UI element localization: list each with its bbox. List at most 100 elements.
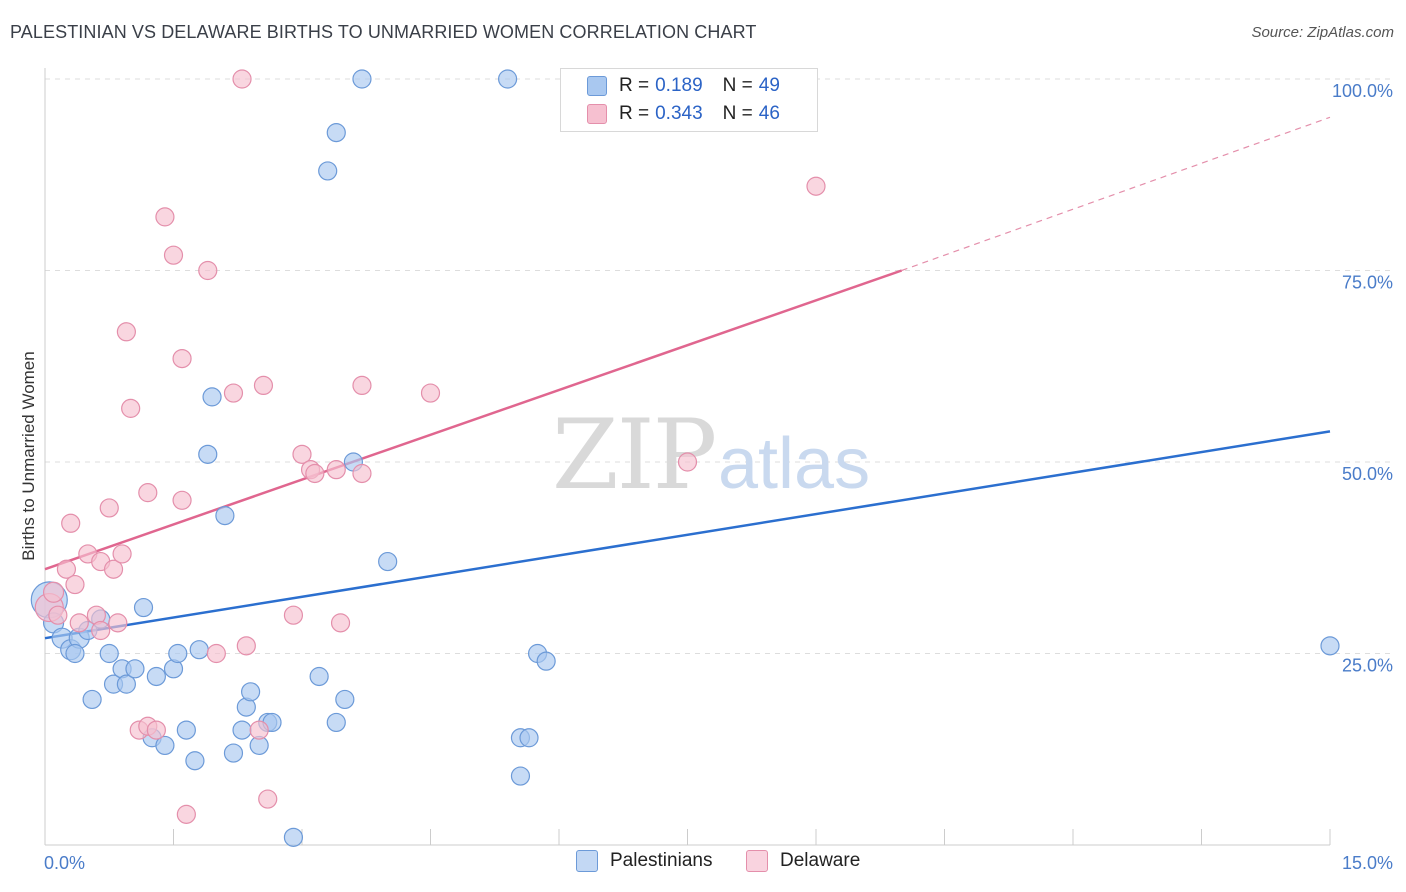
point-palestinians bbox=[189, 640, 209, 660]
point-delaware bbox=[42, 581, 65, 603]
point-palestinians bbox=[335, 689, 355, 710]
point-palestinians bbox=[146, 666, 166, 687]
point-palestinians bbox=[352, 69, 372, 89]
point-palestinians bbox=[283, 827, 304, 847]
point-delaware bbox=[253, 375, 274, 395]
point-delaware bbox=[236, 636, 256, 656]
watermark-atlas: atlas bbox=[718, 424, 870, 504]
point-palestinians bbox=[168, 643, 188, 664]
stats-legend: R = 0.189 N = 49 R = 0.343 N = 46 bbox=[560, 68, 818, 132]
point-delaware bbox=[806, 176, 826, 196]
point-delaware bbox=[305, 463, 325, 484]
series-legend-delaware[interactable]: Delaware bbox=[746, 850, 860, 872]
point-delaware bbox=[69, 613, 89, 633]
legend-n-label: N = bbox=[722, 103, 753, 124]
point-palestinians bbox=[185, 751, 205, 771]
point-palestinians bbox=[125, 659, 145, 679]
legend-r-label: R = bbox=[619, 75, 650, 96]
point-palestinians bbox=[198, 444, 218, 464]
point-palestinians bbox=[82, 689, 102, 710]
point-delaware bbox=[677, 452, 698, 472]
point-delaware bbox=[249, 720, 269, 740]
point-palestinians bbox=[223, 743, 244, 763]
series-swatch-blue bbox=[576, 850, 598, 872]
x-tick-label-max: 15.0% bbox=[1342, 853, 1393, 873]
point-delaware bbox=[112, 544, 132, 564]
point-palestinians bbox=[378, 551, 398, 572]
point-delaware bbox=[138, 483, 158, 503]
axes bbox=[44, 68, 1331, 846]
point-palestinians bbox=[326, 712, 346, 733]
point-delaware bbox=[99, 498, 119, 518]
point-delaware bbox=[155, 207, 175, 227]
point-delaware bbox=[198, 260, 218, 281]
y-tick-label: 50.0% bbox=[1342, 464, 1393, 484]
x-tick-label-min: 0.0% bbox=[44, 853, 85, 873]
point-delaware bbox=[172, 490, 192, 510]
point-palestinians bbox=[133, 597, 154, 618]
y-axis-label: Births to Unmarried Women bbox=[19, 351, 38, 560]
point-palestinians bbox=[155, 735, 175, 756]
y-tick-label: 100.0% bbox=[1332, 81, 1393, 101]
point-delaware bbox=[61, 513, 81, 533]
point-palestinians bbox=[215, 506, 235, 526]
legend-swatch-blue bbox=[587, 76, 607, 96]
point-delaware bbox=[116, 322, 136, 342]
series-label-palestinians: Palestinians bbox=[610, 850, 713, 871]
point-palestinians bbox=[326, 123, 346, 143]
point-delaware bbox=[103, 559, 124, 579]
point-delaware bbox=[65, 574, 85, 595]
trend-line-delaware bbox=[44, 269, 903, 571]
point-delaware bbox=[146, 720, 166, 740]
point-delaware bbox=[206, 643, 226, 664]
series-swatch-pink bbox=[746, 850, 768, 872]
point-delaware bbox=[163, 245, 184, 265]
point-palestinians bbox=[65, 643, 85, 664]
point-delaware bbox=[330, 613, 351, 633]
point-palestinians bbox=[498, 69, 518, 89]
point-palestinians bbox=[202, 387, 222, 407]
legend-row-palestinians: R = 0.189 N = 49 bbox=[587, 73, 780, 99]
point-delaware bbox=[56, 559, 77, 579]
point-delaware bbox=[223, 383, 244, 403]
legend-n-value: 46 bbox=[758, 103, 780, 124]
series-legend: Palestinians Delaware bbox=[0, 850, 1406, 880]
point-palestinians bbox=[309, 666, 329, 687]
point-delaware bbox=[352, 463, 372, 484]
legend-r-label: R = bbox=[619, 103, 650, 124]
point-delaware bbox=[48, 605, 68, 625]
legend-row-delaware: R = 0.343 N = 46 bbox=[587, 101, 780, 127]
trend-line-palestinians bbox=[44, 430, 1331, 640]
point-delaware bbox=[283, 605, 304, 625]
point-palestinians bbox=[1320, 636, 1340, 656]
y-tick-label: 25.0% bbox=[1342, 656, 1393, 676]
point-delaware bbox=[176, 804, 196, 824]
trend-lines bbox=[44, 116, 1331, 640]
series-label-delaware: Delaware bbox=[780, 850, 861, 871]
legend-swatch-pink bbox=[587, 104, 607, 124]
point-palestinians bbox=[232, 720, 252, 740]
point-palestinians bbox=[176, 720, 196, 740]
point-delaware bbox=[258, 789, 278, 809]
point-delaware bbox=[420, 383, 441, 403]
grid-lines bbox=[45, 78, 1392, 654]
point-delaware bbox=[91, 620, 111, 641]
y-tick-label: 75.0% bbox=[1342, 273, 1393, 293]
point-delaware bbox=[172, 348, 192, 369]
point-palestinians bbox=[510, 766, 531, 786]
series-legend-palestinians[interactable]: Palestinians bbox=[576, 850, 712, 872]
point-delaware bbox=[292, 444, 312, 464]
chart-source: Source: ZipAtlas.com bbox=[1251, 24, 1394, 41]
legend-r-value: 0.343 bbox=[655, 103, 703, 124]
point-delaware bbox=[108, 613, 128, 633]
tick-labels: 25.0% 50.0% 75.0% 100.0% 0.0% 15.0% bbox=[44, 81, 1393, 873]
point-palestinians bbox=[99, 643, 119, 664]
legend-n-value: 49 bbox=[758, 75, 780, 96]
point-palestinians bbox=[116, 674, 136, 694]
point-palestinians bbox=[241, 682, 261, 702]
point-palestinians bbox=[536, 651, 556, 671]
chart-title: PALESTINIAN VS DELAWARE BIRTHS TO UNMARR… bbox=[10, 22, 757, 42]
point-delaware bbox=[232, 69, 252, 89]
point-palestinians bbox=[519, 728, 539, 748]
